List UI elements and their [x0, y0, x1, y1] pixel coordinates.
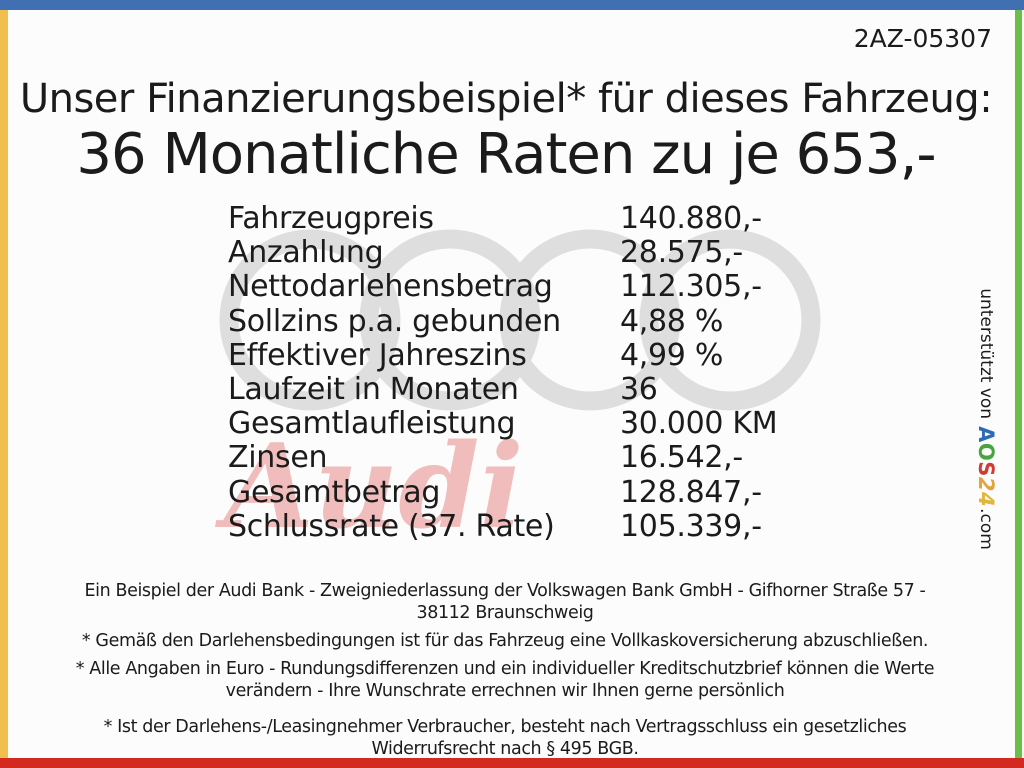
table-row: Nettodarlehensbetrag 112.305,-: [228, 270, 777, 304]
page-subtitle: 36 Monatliche Raten zu je 653,-: [76, 122, 936, 187]
document-code: 2AZ-05307: [853, 24, 992, 53]
row-value: 36: [620, 372, 658, 408]
brand-letter: 2: [974, 476, 998, 492]
audi-script-watermark: Audi: [224, 419, 524, 555]
row-label: Nettodarlehensbetrag: [228, 269, 553, 305]
table-row: Gesamtlaufleistung 30.000 KM: [228, 406, 778, 442]
row-label: Anzahlung: [228, 235, 384, 271]
bottom-border-bar: [0, 758, 1024, 768]
financing-table: Fahrzeugpreis 140.880,- Anzahlung 28.575,- N…: [228, 201, 778, 544]
table-row: Laufzeit in Monaten 36: [228, 372, 777, 408]
brand-letter: 4: [974, 491, 998, 508]
row-label: Zinsen: [228, 440, 328, 476]
legal-footer: Ein Beispiel der Audi Bank - Zweignieder…: [30, 580, 980, 766]
legal-paragraph: Ein Beispiel der Audi Bank - Zweignieder…: [84, 581, 926, 623]
brand-letter: S: [974, 461, 998, 477]
row-label: Gesamtlaufleistung: [228, 406, 516, 442]
table-row: Fahrzeugpreis 140.880,-: [228, 201, 777, 236]
row-value: 105.339,-: [620, 508, 762, 544]
row-label: Fahrzeugpreis: [228, 201, 434, 236]
legal-paragraph: * Gemäß den Darlehensbedingungen ist für…: [81, 631, 929, 651]
table-row: Gesamtbetrag 128.847,-: [228, 474, 777, 510]
row-label: Effektiver Jahreszins: [228, 337, 527, 373]
aos24-logo: AOS24: [974, 426, 998, 507]
row-label: Gesamtbetrag: [228, 474, 441, 510]
top-border-bar: [0, 0, 1024, 10]
row-value: 112.305,-: [620, 269, 762, 305]
brand-letter: O: [974, 442, 998, 462]
row-label: Sollzins p.a. gebunden: [228, 303, 561, 339]
table-row: Zinsen 16.542,-: [228, 441, 777, 475]
row-value: 4,99 %: [620, 337, 724, 373]
right-border-stripe: [1015, 10, 1022, 758]
row-value: 128.847,-: [620, 474, 762, 510]
table-row: Effektiver Jahreszins 4,99 %: [228, 337, 777, 373]
row-value: 16.542,-: [620, 440, 743, 476]
row-value: 30.000 KM: [620, 406, 778, 442]
legal-paragraph: * Ist der Darlehens-/Leasingnehmer Verbr…: [103, 717, 907, 759]
table-row: Anzahlung 28.575,-: [228, 236, 777, 270]
table-row: Sollzins p.a. gebunden 4,88 %: [228, 303, 777, 339]
credit-prefix: unterstützt von: [976, 288, 996, 420]
page-title: Unser Finanzierungsbeispiel* für dieses …: [19, 76, 993, 122]
table-row: Schlussrate (37. Rate) 105.339,-: [228, 508, 777, 544]
brand-letter: A: [974, 426, 998, 443]
row-label: Schlussrate (37. Rate): [228, 508, 555, 544]
row-value: 28.575,-: [620, 235, 743, 271]
legal-paragraph: * Alle Angaben in Euro - Rundungsdiffere…: [75, 659, 935, 701]
row-label: Laufzeit in Monaten: [228, 372, 519, 408]
provider-credit: unterstützt von AOS24 .com: [973, 274, 999, 564]
row-value: 4,88 %: [620, 303, 724, 339]
credit-suffix: .com: [976, 508, 996, 550]
left-border-stripe: [0, 10, 8, 758]
row-value: 140.880,-: [620, 201, 762, 236]
